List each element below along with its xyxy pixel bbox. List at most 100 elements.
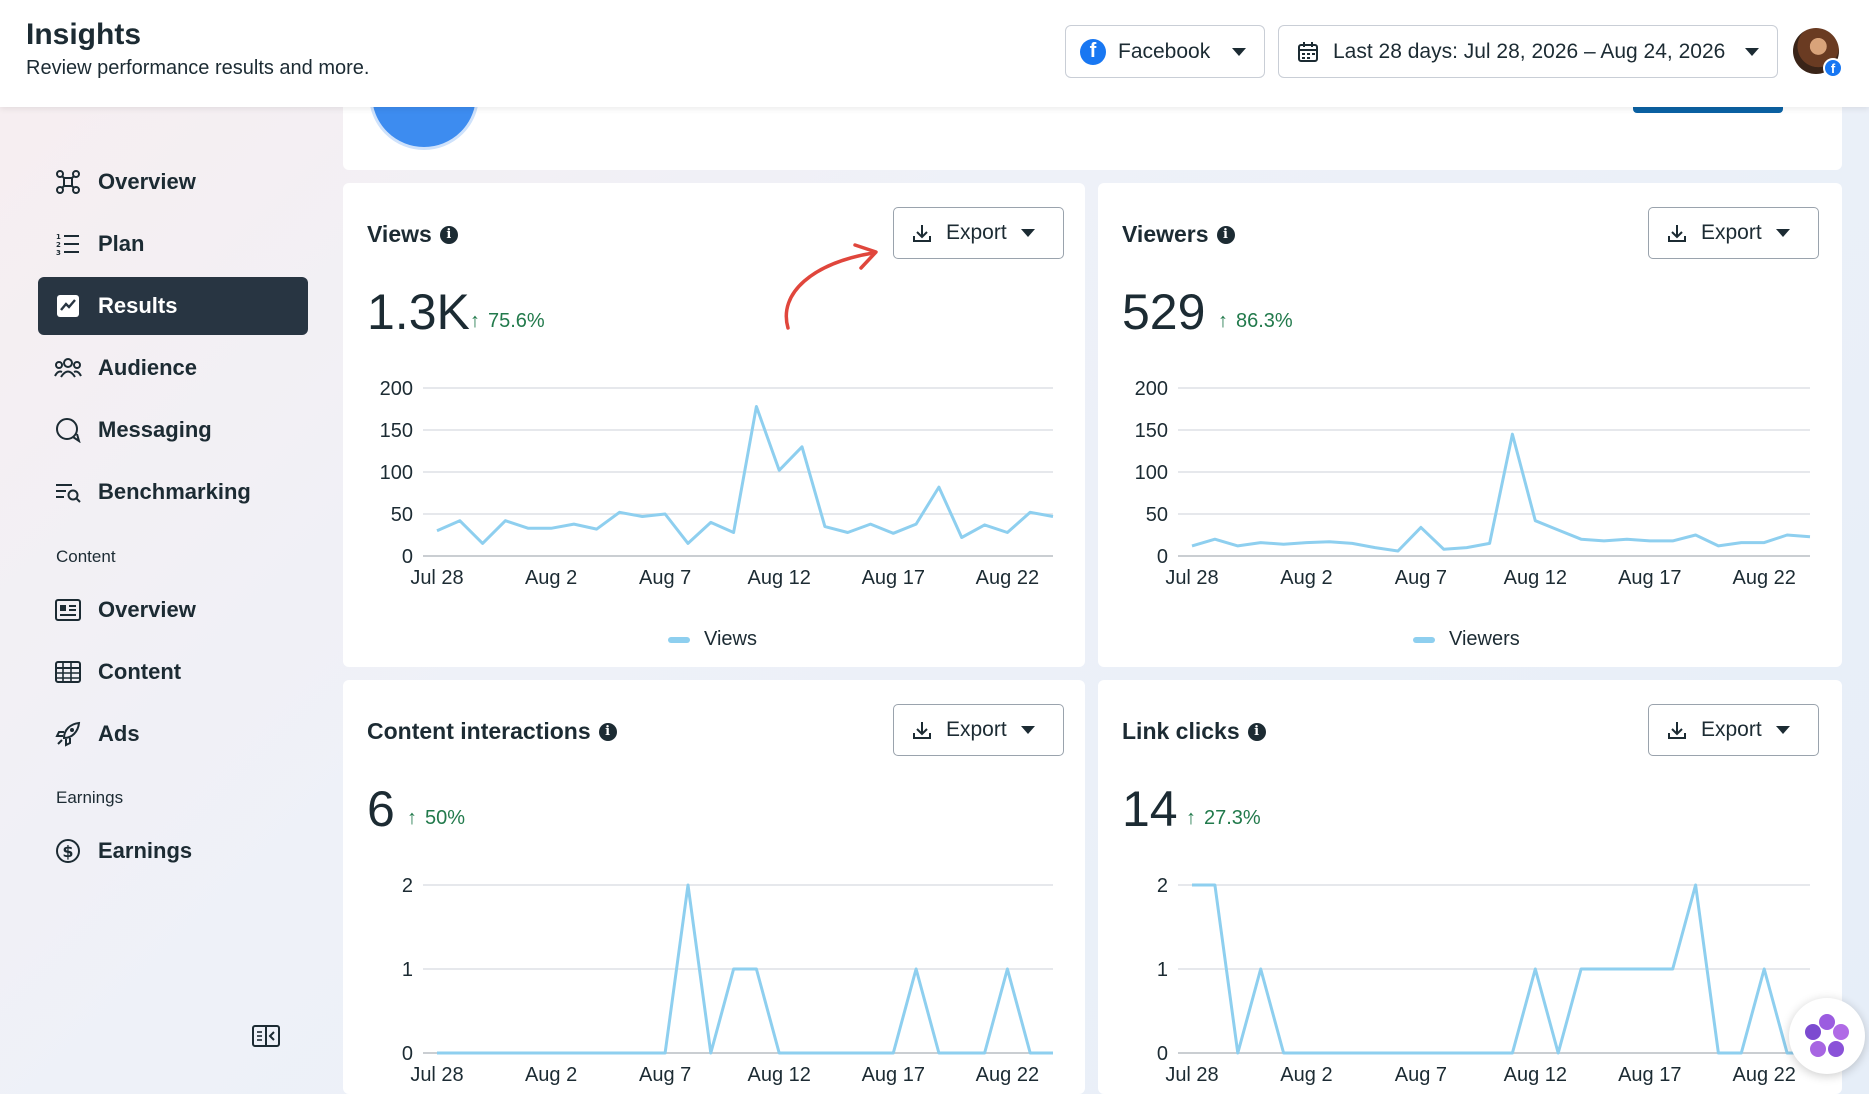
download-icon: [1668, 722, 1686, 739]
link-clicks-card: Link clicks i Export 14 ↑ 27.3% 0 1 2 Jul 28 A…: [1098, 680, 1842, 1094]
sidebar-item-label: Overview: [98, 597, 196, 622]
platform-selector-label: Facebook: [1118, 39, 1211, 63]
profile-avatar[interactable]: f: [1793, 28, 1843, 78]
chevron-down-icon: [1775, 726, 1790, 734]
delta-text: 27.3%: [1204, 807, 1261, 829]
x-tick-label: Aug 7: [639, 1064, 691, 1086]
sidebar-item-label: Content: [98, 659, 182, 684]
y-tick-label: 0: [402, 546, 413, 568]
card-title: Content interactions i: [367, 718, 617, 745]
metric-delta: ↑ 86.3%: [1218, 310, 1293, 333]
date-range-selector[interactable]: Last 28 days: Jul 28, 2026 – Aug 24, 202…: [1278, 25, 1778, 78]
assistant-flower-icon: [1805, 1014, 1849, 1057]
card-title: Link clicks i: [1122, 718, 1266, 745]
x-tick-label: Aug 2: [1280, 567, 1332, 589]
sidebar-item-label: Audience: [98, 355, 198, 380]
page-subtitle: Review performance results and more.: [26, 57, 370, 79]
export-button[interactable]: Export: [1648, 704, 1819, 756]
info-icon[interactable]: i: [1247, 722, 1266, 741]
x-tick-label: Aug 17: [862, 567, 925, 589]
action-button[interactable]: [1633, 105, 1783, 113]
card-title-text: Views: [367, 221, 432, 247]
download-icon: [1668, 225, 1686, 242]
sidebar-item-label: Overview: [98, 169, 196, 194]
assistant-button[interactable]: [1789, 998, 1865, 1074]
content-interactions-chart: 0 1 2 Jul 28 Aug 2 Aug 7 Aug 12 Aug 17 Aug 22: [402, 875, 1054, 1086]
x-tick-label: Aug 22: [1733, 567, 1796, 589]
date-range-label: Last 28 days: Jul 28, 2026 – Aug 24, 202…: [1333, 39, 1726, 63]
x-tick-label: Jul 28: [410, 1064, 463, 1086]
y-tick-label: 0: [1157, 546, 1168, 568]
sidebar-item-content-overview[interactable]: Overview: [38, 581, 308, 639]
export-button[interactable]: Export: [1648, 207, 1819, 259]
x-tick-label: Aug 12: [748, 1064, 811, 1086]
content-overview-icon: [54, 596, 82, 624]
content-interactions-card: Content interactions i Export 6 ↑ 50% 0 1 2 J…: [343, 680, 1085, 1094]
download-icon: [913, 722, 931, 739]
legend-swatch: [668, 636, 690, 643]
series-line: [437, 883, 1053, 1055]
y-tick-label: 200: [1135, 378, 1168, 400]
collapse-sidebar-icon[interactable]: [252, 1025, 280, 1047]
chevron-down-icon: [1020, 229, 1035, 237]
card-title-text: Content interactions: [367, 718, 591, 744]
card-title: Views i: [367, 221, 458, 248]
sidebar-item-label: Earnings: [98, 838, 193, 863]
info-icon[interactable]: i: [1216, 225, 1235, 244]
chart-legend: Views: [668, 628, 757, 651]
legend-label: Viewers: [1449, 628, 1520, 650]
x-tick-label: Aug 17: [1618, 567, 1681, 589]
x-tick-label: Aug 22: [976, 567, 1039, 589]
export-button[interactable]: Export: [893, 207, 1064, 259]
platform-selector[interactable]: f Facebook: [1065, 25, 1265, 78]
info-icon[interactable]: i: [598, 722, 617, 741]
chevron-down-icon: [1232, 47, 1246, 56]
views-chart: 0 50 100 150 200 Jul 28 Aug 2 Aug 7 Aug 12 Aug 17…: [380, 378, 1054, 589]
facebook-badge-icon: f: [1823, 58, 1843, 78]
y-tick-label: 200: [380, 378, 413, 400]
legend-swatch: [1413, 636, 1435, 643]
sidebar-item-ads[interactable]: Ads: [38, 705, 308, 763]
sidebar-item-content[interactable]: Content: [38, 643, 308, 701]
y-tick-label: 0: [1157, 1043, 1168, 1065]
y-tick-label: 2: [402, 875, 413, 897]
metric-value: 14: [1122, 781, 1178, 837]
arrow-up-icon: ↑: [407, 807, 417, 829]
x-tick-label: Aug 7: [1395, 567, 1447, 589]
sidebar-item-earnings[interactable]: $ Earnings: [38, 822, 308, 880]
delta-text: 86.3%: [1236, 310, 1293, 332]
viewers-card: Viewers i Export 529 ↑ 86.3% 0 50 100 150 200 J…: [1098, 183, 1842, 667]
x-tick-label: Jul 28: [410, 567, 463, 589]
y-tick-label: 1: [1157, 959, 1168, 981]
sidebar-item-messaging[interactable]: Messaging: [38, 401, 308, 459]
overview-icon: [54, 168, 82, 196]
series-line: [1192, 883, 1810, 1055]
sidebar-item-overview[interactable]: Overview: [38, 153, 308, 211]
results-chart-icon: [54, 292, 82, 320]
info-icon[interactable]: i: [439, 225, 458, 244]
x-tick-label: Jul 28: [1165, 567, 1218, 589]
x-tick-label: Aug 17: [862, 1064, 925, 1086]
arrow-up-icon: ↑: [1186, 807, 1196, 829]
metric-value: 1.3K: [367, 284, 470, 340]
sidebar-item-label: Benchmarking: [98, 479, 251, 504]
svg-text:1: 1: [56, 233, 61, 241]
chart-legend: Viewers: [1413, 628, 1520, 651]
sidebar-item-benchmarking[interactable]: Benchmarking: [38, 463, 308, 521]
metric-value: 6: [367, 781, 395, 837]
x-tick-label: Aug 17: [1618, 1064, 1681, 1086]
page-title: Insights: [26, 18, 142, 51]
benchmarking-icon: [54, 478, 82, 506]
card-title-text: Link clicks: [1122, 718, 1240, 744]
sidebar-item-audience[interactable]: Audience: [38, 339, 308, 397]
sidebar-item-label: Ads: [98, 721, 140, 746]
sidebar-item-label: Messaging: [98, 417, 212, 442]
y-tick-label: 150: [1135, 420, 1168, 442]
delta-text: 50%: [425, 807, 466, 829]
svg-text:$: $: [62, 842, 73, 861]
export-button[interactable]: Export: [893, 704, 1064, 756]
sidebar-item-results[interactable]: Results: [38, 277, 308, 335]
x-tick-label: Aug 2: [525, 1064, 577, 1086]
